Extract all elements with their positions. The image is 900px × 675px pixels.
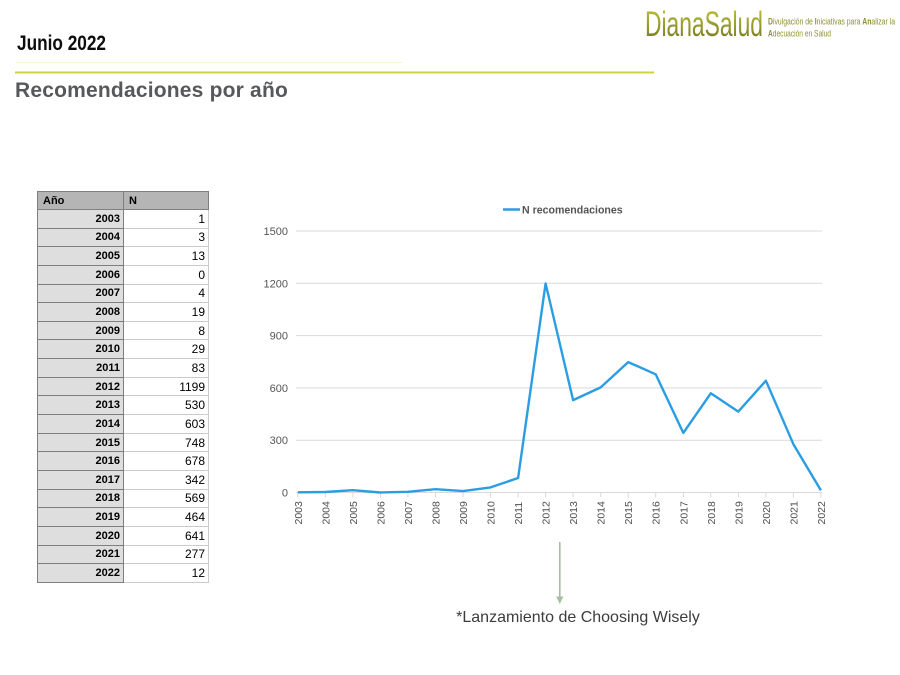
svg-text:2010: 2010 bbox=[486, 501, 498, 525]
svg-text:2014: 2014 bbox=[596, 501, 608, 525]
svg-text:0: 0 bbox=[282, 488, 288, 500]
svg-text:2011: 2011 bbox=[513, 502, 525, 525]
svg-text:300: 300 bbox=[270, 435, 288, 447]
svg-text:2003: 2003 bbox=[293, 501, 305, 525]
svg-text:2022: 2022 bbox=[816, 501, 828, 525]
svg-text:2021: 2021 bbox=[788, 501, 800, 525]
svg-text:2007: 2007 bbox=[403, 501, 415, 525]
svg-text:1500: 1500 bbox=[264, 226, 288, 238]
svg-text:N recomendaciones: N recomendaciones bbox=[522, 204, 623, 216]
svg-text:2019: 2019 bbox=[733, 501, 745, 525]
svg-text:2006: 2006 bbox=[375, 501, 387, 525]
svg-text:2020: 2020 bbox=[761, 501, 773, 525]
svg-text:1200: 1200 bbox=[264, 278, 288, 290]
svg-text:2008: 2008 bbox=[431, 501, 443, 525]
svg-text:2009: 2009 bbox=[458, 501, 470, 525]
svg-text:600: 600 bbox=[270, 383, 288, 395]
svg-text:2017: 2017 bbox=[678, 501, 690, 525]
svg-text:Adecuación en Salud: Adecuación en Salud bbox=[768, 29, 831, 39]
svg-text:2004: 2004 bbox=[320, 501, 332, 525]
svg-text:2013: 2013 bbox=[568, 501, 580, 525]
svg-text:900: 900 bbox=[270, 331, 288, 343]
svg-text:Divulgación de Iniciativas par: Divulgación de Iniciativas para Analizar… bbox=[768, 17, 895, 27]
svg-text:2018: 2018 bbox=[706, 501, 718, 525]
svg-text:2005: 2005 bbox=[348, 501, 360, 525]
svg-text:2012: 2012 bbox=[541, 501, 553, 525]
svg-text:2015: 2015 bbox=[623, 501, 635, 525]
svg-text:2016: 2016 bbox=[651, 501, 663, 525]
svg-text:DianaSalud: DianaSalud bbox=[645, 5, 763, 44]
